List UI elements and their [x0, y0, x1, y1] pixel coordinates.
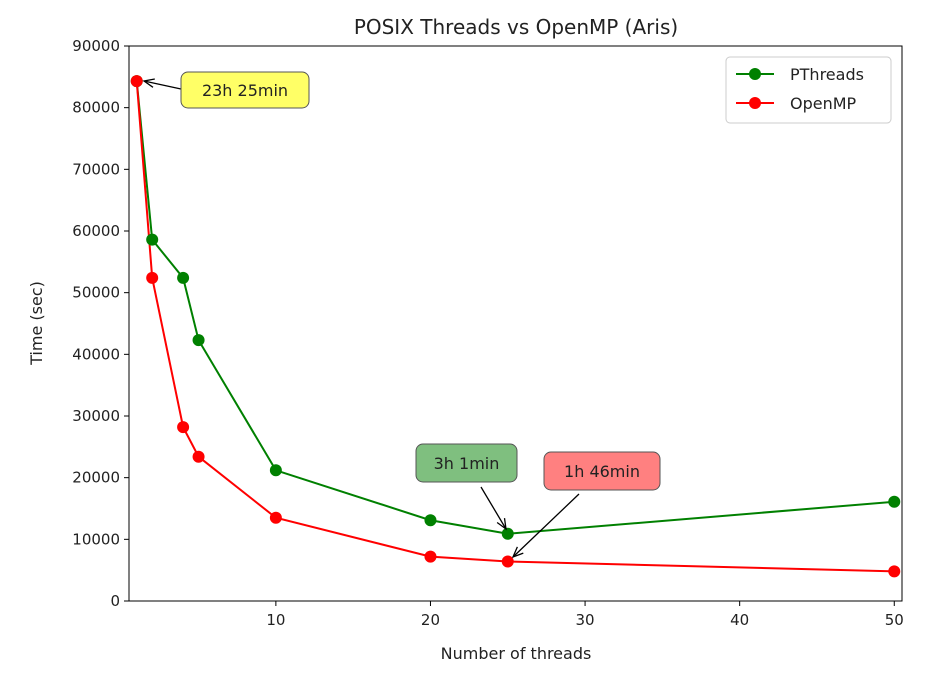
series-points [130, 75, 901, 578]
legend-label: OpenMP [790, 94, 857, 113]
annotation-arrow-head [496, 518, 507, 531]
chart-title: POSIX Threads vs OpenMP (Aris) [354, 15, 678, 39]
data-point-openmp [177, 421, 190, 434]
annotation-box [543, 451, 661, 491]
data-point-pthreads [192, 334, 205, 347]
annotation-arrow-line [512, 493, 580, 558]
legend-marker-openmp [749, 97, 761, 109]
data-point-pthreads [888, 495, 901, 508]
y-tick-label: 10000 [72, 530, 120, 548]
data-point-openmp [146, 271, 159, 284]
x-tick-label: 10 [266, 611, 285, 629]
data-point-pthreads [269, 464, 282, 477]
x-tick-label: 40 [730, 611, 749, 629]
y-tick-label: 40000 [72, 345, 120, 363]
y-axis-label: Time (sec) [27, 281, 46, 366]
plot-frame [128, 45, 903, 602]
series-line-openmp [135, 81, 895, 573]
data-point-pthreads [146, 233, 159, 246]
annotation-box [415, 443, 518, 483]
annotation-arrow-line [143, 80, 182, 90]
annotation-label: 3h 1min [434, 454, 500, 473]
x-tick-label: 20 [421, 611, 440, 629]
x-tick-label: 50 [885, 611, 904, 629]
annotation-arrow-head [142, 78, 155, 88]
legend: PThreads OpenMP [725, 56, 892, 124]
data-point-pthreads [424, 514, 437, 527]
series-lines [135, 81, 895, 573]
y-tick-label: 20000 [72, 469, 120, 487]
annotation-label: 23h 25min [202, 81, 288, 100]
axis-ticks: 10 20 30 40 50 0 10000 20000 30000 40000 50000 6000… [72, 37, 904, 629]
data-point-pthreads [177, 271, 190, 284]
data-point-openmp [888, 565, 901, 578]
annotations: 23h 25min 3h 1min 1h 46min [142, 71, 661, 559]
annotation-arrow-line [480, 486, 507, 530]
data-point-openmp [424, 550, 437, 563]
data-point-openmp [130, 75, 143, 88]
data-point-openmp [192, 450, 205, 463]
legend-label: PThreads [790, 65, 864, 84]
data-point-openmp [269, 511, 282, 524]
legend-marker-pthreads [749, 68, 761, 80]
y-tick-label: 80000 [72, 99, 120, 117]
y-tick-label: 70000 [72, 160, 120, 178]
data-point-openmp [501, 555, 514, 568]
series-line-pthreads [135, 81, 895, 535]
x-axis-label: Number of threads [441, 644, 592, 663]
y-tick-label: 0 [110, 592, 120, 610]
y-tick-label: 50000 [72, 284, 120, 302]
data-point-pthreads [501, 527, 514, 540]
y-tick-label: 30000 [72, 407, 120, 425]
annotation-label: 1h 46min [564, 462, 640, 481]
annotation-box [180, 71, 310, 109]
y-tick-label: 60000 [72, 222, 120, 240]
annotation-arrow-head [511, 546, 524, 559]
y-tick-label: 90000 [72, 37, 120, 55]
x-tick-label: 30 [576, 611, 595, 629]
